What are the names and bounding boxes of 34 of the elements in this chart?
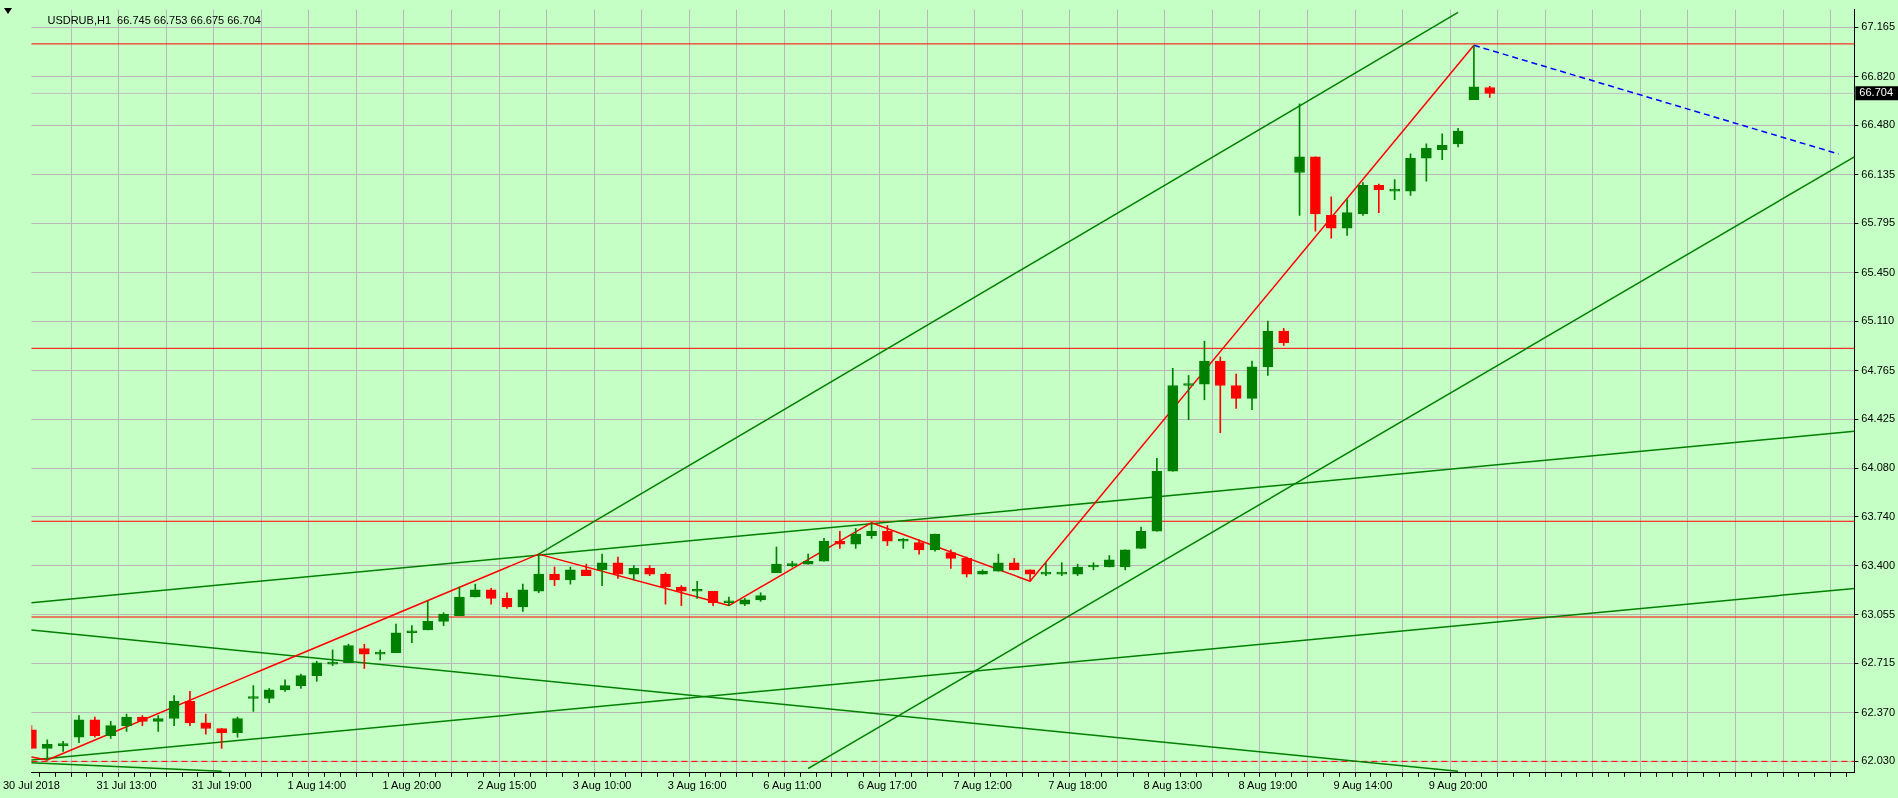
x-tick-label: 2 Aug 15:00 bbox=[477, 779, 537, 792]
x-tick-label: 7 Aug 18:00 bbox=[1048, 779, 1107, 792]
y-tick-label: 65.450 bbox=[1861, 265, 1896, 278]
y-tick-label: 65.110 bbox=[1861, 314, 1895, 327]
y-tick-label: 64.425 bbox=[1861, 412, 1896, 425]
x-tick-label: 3 Aug 16:00 bbox=[667, 779, 727, 792]
x-tick-label: 1 Aug 14:00 bbox=[287, 779, 347, 792]
x-tick-label: 31 Jul 13:00 bbox=[96, 779, 157, 792]
y-tick-label: 64.765 bbox=[1861, 363, 1896, 376]
y-tick-label: 62.030 bbox=[1861, 754, 1896, 767]
x-tick-label: 31 Jul 19:00 bbox=[191, 779, 252, 792]
chart-title: USDRUB,H1 66.745 66.753 66.675 66.704 bbox=[47, 13, 261, 26]
y-tick-label: 63.055 bbox=[1861, 607, 1896, 620]
x-tick-label: 30 Jul 2018 bbox=[2, 779, 60, 792]
x-tick-label: 3 Aug 10:00 bbox=[572, 779, 632, 792]
x-tick-label: 6 Aug 17:00 bbox=[858, 779, 917, 792]
x-tick-label: 8 Aug 13:00 bbox=[1143, 779, 1203, 792]
y-tick-label: 63.740 bbox=[1861, 510, 1896, 522]
x-tick-label: 9 Aug 20:00 bbox=[1428, 779, 1488, 792]
y-tick-label: 64.080 bbox=[1861, 461, 1896, 474]
y-tick-label: 63.400 bbox=[1861, 558, 1896, 571]
y-tick-label: 66.135 bbox=[1861, 167, 1896, 180]
x-tick-label: 1 Aug 20:00 bbox=[382, 779, 442, 792]
x-tick-label: 9 Aug 14:00 bbox=[1333, 779, 1393, 792]
y-tick-label: 65.795 bbox=[1861, 216, 1896, 229]
y-tick-label: 66.480 bbox=[1861, 118, 1896, 131]
x-tick-label: 7 Aug 12:00 bbox=[953, 779, 1012, 792]
ref-line-label: 66.704 bbox=[1859, 86, 1894, 99]
y-tick-label: 67.165 bbox=[1861, 20, 1896, 33]
x-tick-label: 6 Aug 11:00 bbox=[763, 779, 822, 792]
y-tick-label: 62.715 bbox=[1861, 656, 1896, 669]
y-tick-label: 62.370 bbox=[1861, 705, 1896, 718]
x-tick-label: 8 Aug 19:00 bbox=[1238, 779, 1298, 792]
y-tick-label: 66.820 bbox=[1861, 69, 1896, 82]
